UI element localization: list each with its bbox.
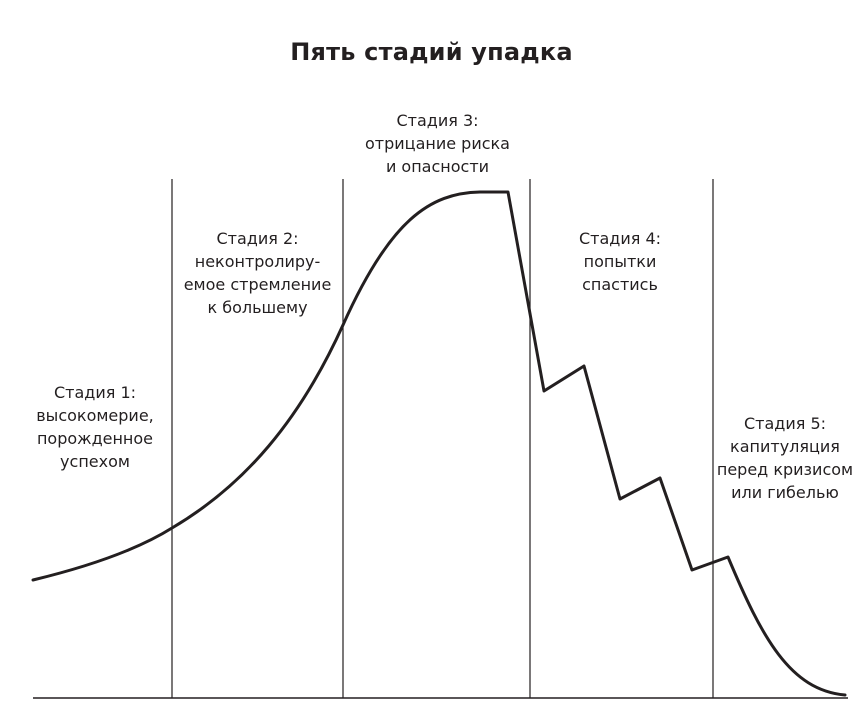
stage-3-line-2: отрицание риска [365,134,510,153]
stage-4-line-1: Стадия 4: [578,229,662,248]
stage-5-line-3: перед кризисом [716,460,854,479]
stage-1-line-1: Стадия 1: [53,383,137,402]
diagram-title: Пять стадий упадка [290,38,573,66]
stage-1-label: Стадия 1: высокомерие, порожденное успех… [10,381,180,473]
stage-1-line-3: порожденное [36,429,154,448]
stage-3-line-1: Стадия 3: [396,111,479,130]
stage-1-line-4: успехом [60,452,130,471]
stage-2-line-1: Стадия 2: [216,229,299,248]
stage-1-line-2: высокомерие, [36,406,154,425]
stage-2-line-3: емое стремление [183,275,332,294]
stage-4-line-2: попытки [583,252,657,271]
stage-2-line-2: неконтролиру- [194,252,321,271]
stage-5-line-2: капитуляция [730,437,840,456]
stage-2-line-4: к большему [207,298,308,317]
stage-5-label: Стадия 5: капитуляция перед кризисом или… [708,412,862,504]
stage-5-line-1: Стадия 5: [743,414,827,433]
stage-3-label: Стадия 3: отрицание риска и опасности [345,109,530,178]
stage-5-line-4: или гибелью [731,483,839,502]
stage-2-label: Стадия 2: неконтролиру- емое стремление … [175,227,340,319]
decline-curve [31,190,847,697]
stage-3-line-3: и опасности [385,157,490,176]
stage-4-line-3: спастись [582,275,658,294]
stage-4-label: Стадия 4: попытки спастись [535,227,705,296]
